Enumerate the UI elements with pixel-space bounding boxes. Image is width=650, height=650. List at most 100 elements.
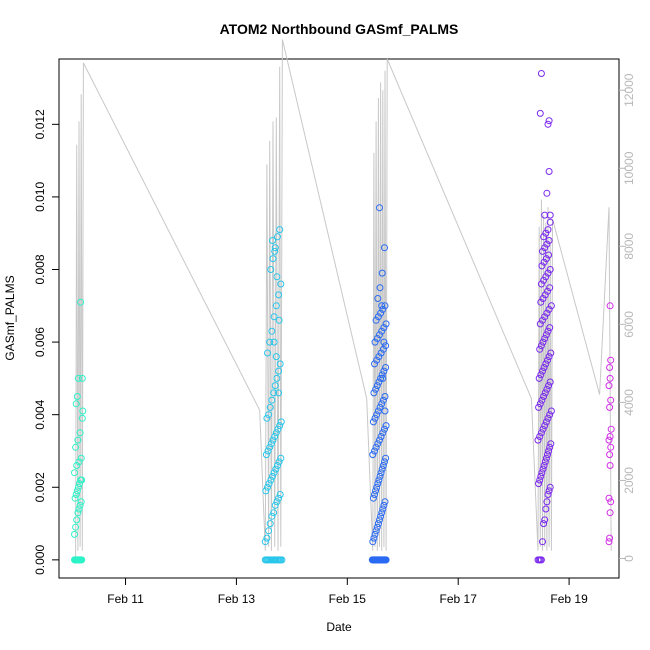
data-point (606, 534, 614, 542)
data-point (606, 403, 614, 411)
data-point (77, 498, 85, 506)
data-point (72, 400, 80, 408)
data-point (264, 349, 271, 357)
data-point (378, 269, 386, 277)
data-point (376, 472, 384, 480)
series-0 (71, 298, 87, 564)
data-point (546, 284, 554, 292)
y-tick-label: 0.010 (33, 182, 47, 212)
x-tick-label: Feb 11 (107, 592, 144, 606)
data-point (534, 436, 542, 444)
data-point (78, 556, 86, 564)
data-point (76, 501, 84, 509)
data-point (271, 433, 279, 440)
data-point (78, 476, 86, 484)
data-point (75, 458, 83, 466)
data-point (382, 320, 390, 328)
data-point (545, 117, 553, 125)
data-point (371, 414, 379, 422)
data-point (376, 436, 383, 444)
data-point (543, 498, 551, 506)
data-point (270, 469, 278, 477)
y-tick-label: 0.008 (33, 254, 47, 284)
data-point (546, 411, 554, 419)
data-point (268, 396, 276, 404)
y-tick-label: 0.012 (33, 109, 47, 139)
x-tick-label: Feb 13 (218, 592, 256, 606)
data-point (267, 476, 275, 484)
data-point (605, 382, 613, 390)
y-tick-label: 0.006 (33, 327, 47, 357)
data-point (274, 425, 282, 433)
data-point (79, 407, 87, 415)
data-point (539, 338, 547, 346)
data-point (540, 520, 548, 528)
data-point (369, 451, 377, 459)
data-point (269, 436, 277, 444)
data-point (273, 374, 281, 382)
data-point (376, 331, 383, 339)
data-point (374, 295, 382, 302)
data-point (265, 480, 273, 488)
y2-tick-label: 2000 (622, 467, 636, 494)
data-point (545, 382, 553, 390)
y2-tick-label: 6000 (622, 311, 636, 338)
data-point (374, 407, 382, 415)
data-point (542, 255, 550, 263)
data-point (543, 385, 551, 393)
data-point (376, 284, 384, 292)
data-point (275, 389, 283, 397)
data-point (544, 120, 552, 128)
data-point (547, 440, 555, 448)
data-point (77, 298, 85, 306)
data-point (545, 305, 553, 313)
data-point (535, 403, 543, 411)
data-point (540, 393, 548, 400)
data-point (374, 313, 382, 321)
data-point (537, 342, 545, 350)
data-point (539, 538, 546, 546)
data-point (381, 425, 388, 433)
data-point (372, 316, 380, 324)
data-point (606, 509, 614, 517)
data-point (536, 476, 544, 484)
data-point (539, 316, 546, 324)
data-point (382, 364, 390, 371)
data-point (380, 501, 388, 509)
data-point (378, 327, 386, 335)
data-point (377, 512, 385, 520)
data-point (72, 523, 80, 531)
data-point (269, 255, 277, 263)
data-point (543, 189, 551, 197)
data-point (382, 422, 390, 430)
data-point (545, 237, 553, 244)
data-point (547, 407, 555, 415)
data-point (545, 487, 553, 495)
data-point (271, 244, 279, 252)
data-point (373, 411, 381, 419)
data-point (537, 280, 545, 288)
data-point (379, 505, 387, 513)
data-point (538, 469, 546, 477)
data-point (77, 454, 85, 462)
data-point (381, 407, 389, 415)
data-point (542, 454, 550, 462)
data-point (275, 367, 283, 375)
data-point (544, 491, 552, 498)
data-point (382, 556, 390, 564)
data-point (545, 447, 553, 455)
data-point (277, 454, 285, 462)
data-point (275, 458, 283, 466)
data-point (377, 433, 385, 440)
data-point (374, 520, 382, 528)
data-point (263, 414, 271, 422)
data-point (273, 273, 281, 281)
data-point (375, 353, 383, 361)
data-point (262, 451, 270, 459)
data-point (538, 262, 546, 270)
y-axis-label: GASmf_PALMS (3, 275, 17, 360)
data-point (541, 389, 549, 397)
data-point (276, 491, 284, 498)
data-point (380, 367, 388, 375)
data-point (373, 335, 381, 342)
